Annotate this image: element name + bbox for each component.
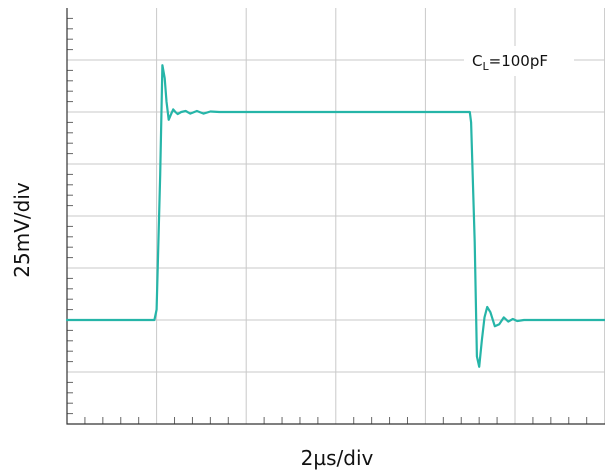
y-axis-label: 25mV/div [10, 182, 34, 278]
waveform-trace [65, 64, 605, 368]
capacitance-annotation: CL=100pF [472, 52, 548, 73]
annotation-subscript: L [482, 60, 489, 73]
annotation-background [464, 46, 574, 76]
annotation-main: C [472, 52, 482, 70]
x-axis-label: 2µs/div [301, 446, 374, 470]
plot-frame [66, 8, 605, 425]
annotation-suffix: =100pF [489, 52, 548, 70]
minor-ticks [67, 17, 588, 424]
